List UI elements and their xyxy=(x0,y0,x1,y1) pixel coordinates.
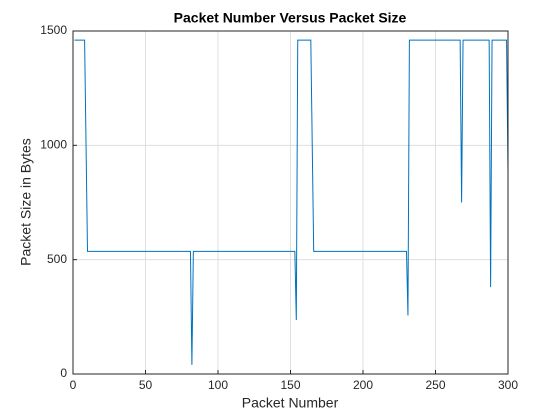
x-tick-label: 250 xyxy=(425,378,445,392)
y-tick-label: 1500 xyxy=(40,23,67,37)
data-line xyxy=(74,39,509,365)
x-tick-label: 100 xyxy=(208,378,228,392)
y-tick-label: 1000 xyxy=(40,138,67,152)
x-axis-label: Packet Number xyxy=(242,395,339,411)
y-axis-label: Packet Size in Bytes xyxy=(18,138,34,266)
ticks: 0 50 100 150 200 250 300 0 500 1000 1500 xyxy=(40,23,518,392)
x-tick-label: 50 xyxy=(139,378,153,392)
plot xyxy=(74,39,509,365)
chart-title: Packet Number Versus Packet Size xyxy=(174,10,407,26)
y-tick-label: 0 xyxy=(60,366,67,380)
x-tick-label: 200 xyxy=(353,378,373,392)
x-tick-label: 0 xyxy=(70,378,77,392)
y-tick-label: 500 xyxy=(47,252,67,266)
x-tick-label: 150 xyxy=(280,378,300,392)
x-tick-label: 300 xyxy=(498,378,518,392)
